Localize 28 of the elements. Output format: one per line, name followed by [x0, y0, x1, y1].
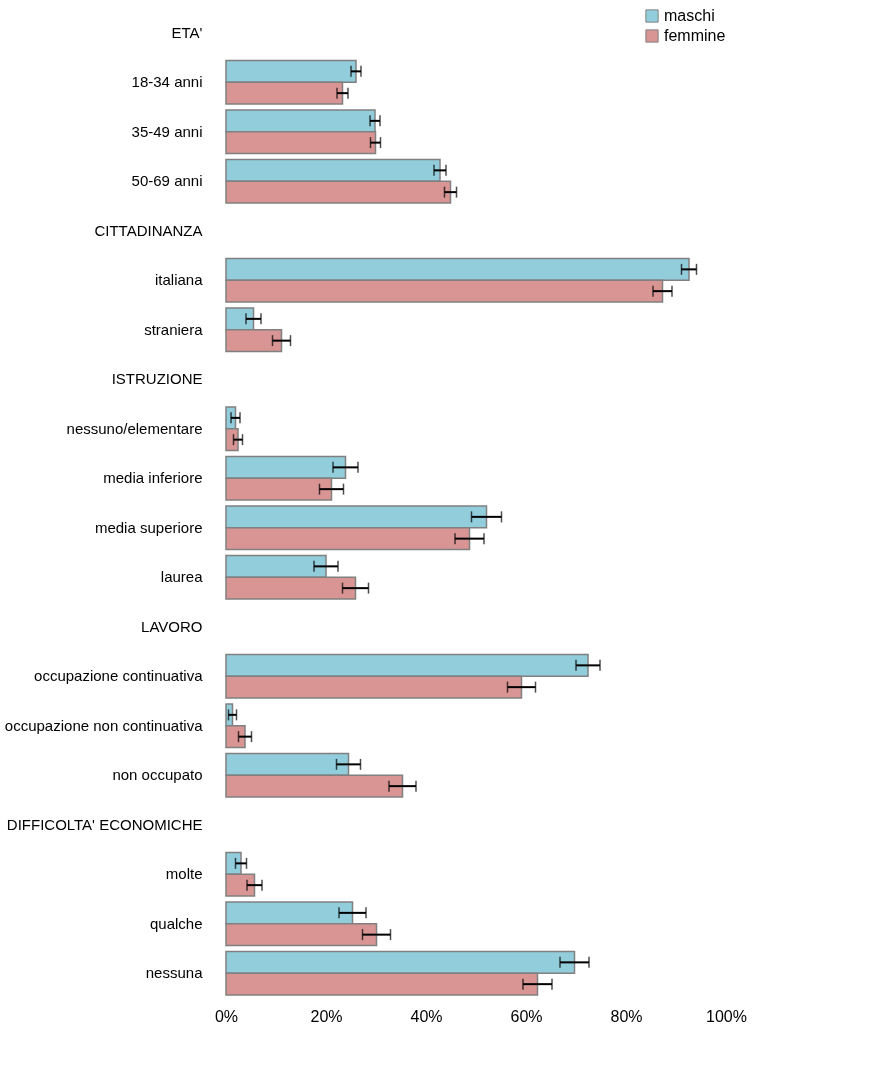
x-tick-label: 100%	[706, 1007, 747, 1025]
y-tick-label: LAVORO	[141, 617, 203, 635]
x-tick-label: 20%	[310, 1007, 343, 1025]
x-tick-label: 0%	[214, 1007, 239, 1025]
y-tick-label: straniera	[144, 320, 204, 338]
y-tick-label: italiana	[154, 271, 204, 289]
y-tick-label: occupazione non continuativa	[4, 716, 204, 734]
y-tick-label: media superiore	[94, 518, 203, 536]
y-tick-label: 18-34 anni	[131, 73, 203, 91]
y-tick-label: non occupato	[112, 766, 203, 784]
y-tick-label: 35-49 anni	[131, 122, 203, 140]
y-tick-label: media inferiore	[103, 469, 203, 487]
x-tick-label: 80%	[610, 1007, 643, 1025]
y-tick-label: ISTRUZIONE	[111, 370, 203, 388]
y-tick-label: 50-69 anni	[131, 172, 203, 190]
y-tick-label: nessuno/elementare	[66, 419, 203, 437]
y-tick-label: ETA'	[171, 23, 203, 41]
x-tick-label: 60%	[510, 1007, 543, 1025]
legend-label: femmine	[664, 27, 726, 44]
y-tick-label: nessuna	[145, 964, 204, 982]
y-tick-label: CITTADINANZA	[94, 221, 203, 239]
y-tick-label: laurea	[160, 568, 204, 586]
y-tick-label: molte	[165, 865, 203, 883]
y-tick-label: qualche	[149, 914, 203, 932]
legend-label: maschi	[664, 7, 715, 24]
y-tick-label: DIFFICOLTA' ECONOMICHE	[6, 815, 203, 833]
x-tick-label: 40%	[410, 1007, 443, 1025]
y-tick-label: occupazione continuativa	[34, 667, 204, 685]
